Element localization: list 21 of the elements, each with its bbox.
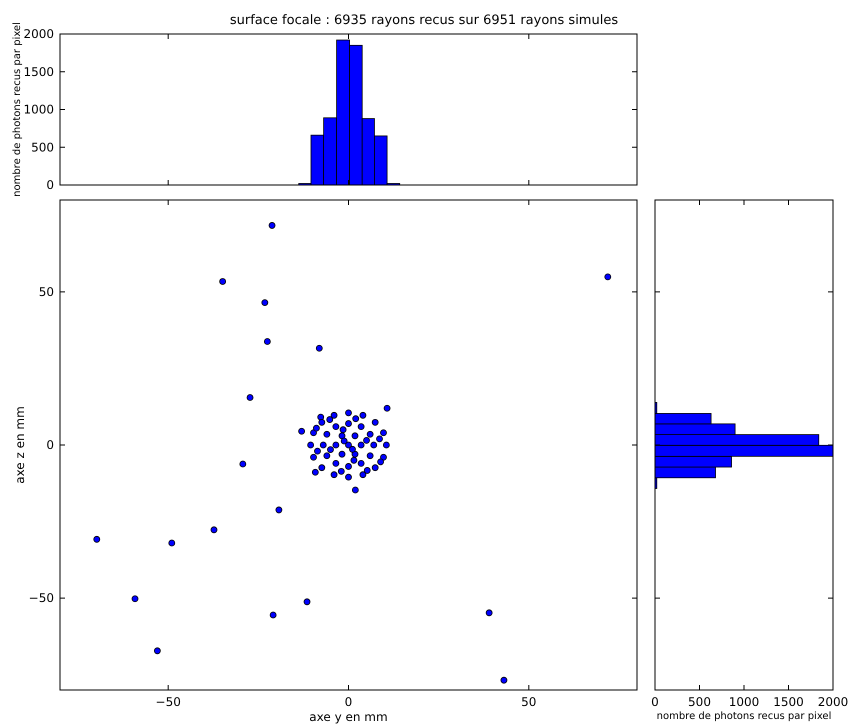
x-tick-label: 1000 [728,695,760,709]
y-tick-label: 50 [38,284,54,299]
y-tick-label: 2000 [23,27,54,41]
x-axis-title: axe y en mm [309,710,388,724]
y-tick-label: 1500 [23,64,54,79]
x-tick-label: 50 [521,695,536,709]
x-tick-label: 0 [344,695,352,709]
x-tick-label: 0 [651,695,659,709]
x-axis-title: nombre de photons recus par pixel [656,711,832,722]
y-tick-label: 1000 [23,102,54,116]
x-tick-label: 2000 [818,695,848,709]
y-tick-label: 0 [46,438,54,452]
chart-title: surface focale : 6935 rayons recus sur 6951 rayons simules [230,13,618,28]
y-axis-title: nombre de photons recus par pixel [12,22,23,197]
y-tick-label: 500 [31,140,54,154]
x-tick-label: −50 [156,695,181,709]
y-tick-label: 0 [46,178,54,192]
y-axis-title: axe z en mm [13,406,27,484]
x-tick-label: 1500 [773,695,804,709]
x-tick-label: 500 [688,695,711,709]
y-tick-label: −50 [28,591,54,606]
